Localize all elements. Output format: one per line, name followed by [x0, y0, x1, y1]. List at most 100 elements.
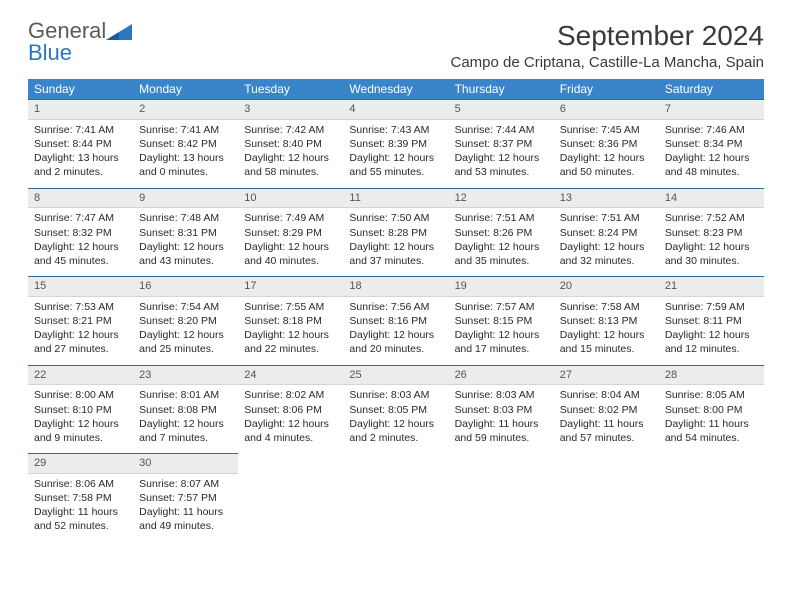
day-detail-cell: Sunrise: 7:41 AMSunset: 8:42 PMDaylight:…	[133, 119, 238, 188]
sunrise-line: Sunrise: 7:53 AM	[34, 300, 127, 314]
day-number-cell: 17	[238, 277, 343, 297]
detail-row: Sunrise: 8:00 AMSunset: 8:10 PMDaylight:…	[28, 385, 764, 454]
sunrise-line: Sunrise: 7:47 AM	[34, 211, 127, 225]
sunset-line: Sunset: 7:58 PM	[34, 491, 127, 505]
day-detail-cell: Sunrise: 8:01 AMSunset: 8:08 PMDaylight:…	[133, 385, 238, 454]
daylight-line: Daylight: 12 hours and 37 minutes.	[349, 240, 442, 268]
weekday-header-row: Sunday Monday Tuesday Wednesday Thursday…	[28, 79, 764, 100]
sunrise-line: Sunrise: 8:07 AM	[139, 477, 232, 491]
daylight-line: Daylight: 12 hours and 7 minutes.	[139, 417, 232, 445]
day-detail-cell	[554, 473, 659, 539]
sunset-line: Sunset: 8:02 PM	[560, 403, 653, 417]
day-detail-cell: Sunrise: 8:05 AMSunset: 8:00 PMDaylight:…	[659, 385, 764, 454]
sunrise-line: Sunrise: 7:44 AM	[455, 123, 548, 137]
sunset-line: Sunset: 8:03 PM	[455, 403, 548, 417]
day-detail-cell: Sunrise: 7:49 AMSunset: 8:29 PMDaylight:…	[238, 208, 343, 277]
day-number-cell: 23	[133, 365, 238, 385]
daylight-line: Daylight: 12 hours and 53 minutes.	[455, 151, 548, 179]
day-detail-cell: Sunrise: 7:45 AMSunset: 8:36 PMDaylight:…	[554, 119, 659, 188]
day-number-cell: 15	[28, 277, 133, 297]
sunrise-line: Sunrise: 8:03 AM	[349, 388, 442, 402]
day-number-cell	[659, 454, 764, 474]
day-number-cell: 13	[554, 188, 659, 208]
daynum-row: 891011121314	[28, 188, 764, 208]
daylight-line: Daylight: 12 hours and 32 minutes.	[560, 240, 653, 268]
daylight-line: Daylight: 12 hours and 12 minutes.	[665, 328, 758, 356]
day-detail-cell: Sunrise: 8:00 AMSunset: 8:10 PMDaylight:…	[28, 385, 133, 454]
day-number-cell	[554, 454, 659, 474]
sunset-line: Sunset: 8:08 PM	[139, 403, 232, 417]
daylight-line: Daylight: 12 hours and 48 minutes.	[665, 151, 758, 179]
daylight-line: Daylight: 12 hours and 40 minutes.	[244, 240, 337, 268]
month-title: September 2024	[451, 20, 765, 52]
sunrise-line: Sunrise: 7:55 AM	[244, 300, 337, 314]
logo-triangle-icon	[106, 24, 132, 40]
day-detail-cell: Sunrise: 7:41 AMSunset: 8:44 PMDaylight:…	[28, 119, 133, 188]
day-number-cell: 8	[28, 188, 133, 208]
sunset-line: Sunset: 8:20 PM	[139, 314, 232, 328]
sunrise-line: Sunrise: 7:58 AM	[560, 300, 653, 314]
day-number-cell: 2	[133, 100, 238, 120]
sunrise-line: Sunrise: 7:45 AM	[560, 123, 653, 137]
sunset-line: Sunset: 8:15 PM	[455, 314, 548, 328]
daylight-line: Daylight: 12 hours and 15 minutes.	[560, 328, 653, 356]
detail-row: Sunrise: 7:47 AMSunset: 8:32 PM Daylight:…	[28, 208, 764, 277]
day-number-cell: 22	[28, 365, 133, 385]
daylight-line: Daylight: 12 hours and 30 minutes.	[665, 240, 758, 268]
day-number-cell: 16	[133, 277, 238, 297]
sunset-line: Sunset: 8:23 PM	[665, 226, 758, 240]
sunrise-line: Sunrise: 7:46 AM	[665, 123, 758, 137]
day-detail-cell: Sunrise: 8:03 AMSunset: 8:03 PMDaylight:…	[449, 385, 554, 454]
day-detail-cell: Sunrise: 7:46 AMSunset: 8:34 PMDaylight:…	[659, 119, 764, 188]
day-detail-cell	[238, 473, 343, 539]
weekday-header: Tuesday	[238, 79, 343, 100]
day-detail-cell: Sunrise: 8:04 AMSunset: 8:02 PMDaylight:…	[554, 385, 659, 454]
day-number-cell: 11	[343, 188, 448, 208]
day-number-cell: 14	[659, 188, 764, 208]
day-detail-cell: Sunrise: 7:51 AMSunset: 8:24 PMDaylight:…	[554, 208, 659, 277]
sunset-line: Sunset: 8:10 PM	[34, 403, 127, 417]
calendar-table: Sunday Monday Tuesday Wednesday Thursday…	[28, 79, 764, 540]
detail-row: Sunrise: 8:06 AMSunset: 7:58 PMDaylight:…	[28, 473, 764, 539]
sunset-line: Sunset: 8:11 PM	[665, 314, 758, 328]
day-number-cell: 5	[449, 100, 554, 120]
daylight-line: Daylight: 12 hours and 55 minutes.	[349, 151, 442, 179]
day-detail-cell: Sunrise: 7:58 AMSunset: 8:13 PMDaylight:…	[554, 296, 659, 365]
sunset-line: Sunset: 8:39 PM	[349, 137, 442, 151]
daylight-line: Daylight: 12 hours and 9 minutes.	[34, 417, 127, 445]
daynum-row: 15161718192021	[28, 277, 764, 297]
sunrise-line: Sunrise: 7:41 AM	[139, 123, 232, 137]
daylight-line: Daylight: 12 hours and 50 minutes.	[560, 151, 653, 179]
sunrise-line: Sunrise: 7:43 AM	[349, 123, 442, 137]
day-number-cell: 3	[238, 100, 343, 120]
sunrise-line: Sunrise: 8:05 AM	[665, 388, 758, 402]
sunrise-line: Sunrise: 7:49 AM	[244, 211, 337, 225]
daynum-row: 22232425262728	[28, 365, 764, 385]
day-detail-cell: Sunrise: 7:42 AMSunset: 8:40 PMDaylight:…	[238, 119, 343, 188]
weekday-header: Saturday	[659, 79, 764, 100]
daylight-line: Daylight: 12 hours and 20 minutes.	[349, 328, 442, 356]
sunrise-line: Sunrise: 7:52 AM	[665, 211, 758, 225]
sunset-line: Sunset: 8:36 PM	[560, 137, 653, 151]
brand-part2: Blue	[28, 40, 72, 65]
sunrise-line: Sunrise: 7:42 AM	[244, 123, 337, 137]
day-number-cell: 26	[449, 365, 554, 385]
daylight-line: Daylight: 12 hours and 2 minutes.	[349, 417, 442, 445]
sunset-line: Sunset: 8:37 PM	[455, 137, 548, 151]
daylight-line: Daylight: 11 hours and 52 minutes.	[34, 505, 127, 533]
day-detail-cell: Sunrise: 8:06 AMSunset: 7:58 PMDaylight:…	[28, 473, 133, 539]
daylight-line: Daylight: 12 hours and 43 minutes.	[139, 240, 232, 268]
day-detail-cell: Sunrise: 7:44 AMSunset: 8:37 PMDaylight:…	[449, 119, 554, 188]
day-detail-cell: Sunrise: 7:51 AMSunset: 8:26 PMDaylight:…	[449, 208, 554, 277]
day-detail-cell: Sunrise: 7:50 AMSunset: 8:28 PMDaylight:…	[343, 208, 448, 277]
daylight-line: Daylight: 12 hours and 27 minutes.	[34, 328, 127, 356]
daylight-line: Daylight: 12 hours and 17 minutes.	[455, 328, 548, 356]
day-number-cell: 1	[28, 100, 133, 120]
sunset-line: Sunset: 8:42 PM	[139, 137, 232, 151]
sunrise-line: Sunrise: 7:50 AM	[349, 211, 442, 225]
day-number-cell: 6	[554, 100, 659, 120]
sunset-line: Sunset: 8:32 PM	[34, 226, 127, 240]
daylight-line: Daylight: 11 hours and 59 minutes.	[455, 417, 548, 445]
day-detail-cell: Sunrise: 7:55 AMSunset: 8:18 PMDaylight:…	[238, 296, 343, 365]
daylight-line: Daylight: 12 hours and 35 minutes.	[455, 240, 548, 268]
